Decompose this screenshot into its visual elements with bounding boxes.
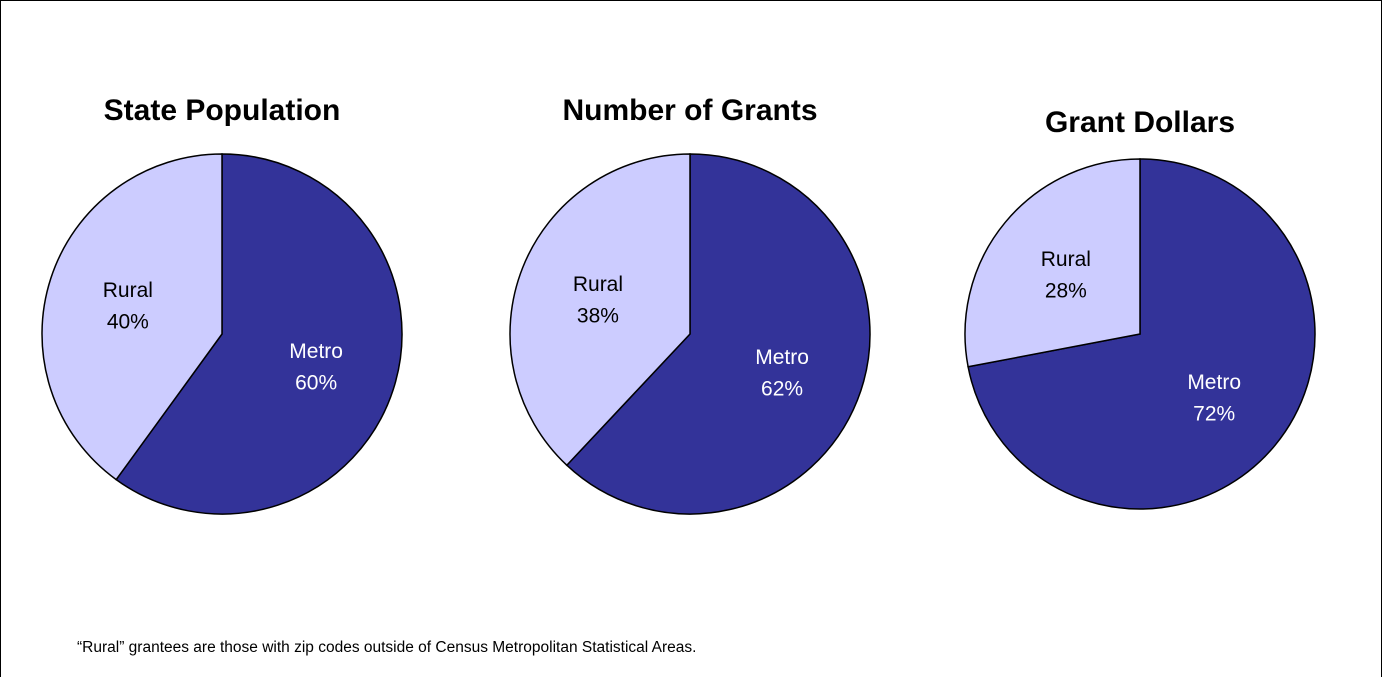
- slice-label: Rural 40%: [103, 278, 153, 333]
- slice-label: Rural 28%: [1041, 248, 1091, 303]
- slice-value: 62%: [761, 377, 803, 400]
- slice-label: Metro 60%: [289, 340, 343, 395]
- footnote: “Rural” grantees are those with zip code…: [77, 639, 696, 656]
- slice-value: 72%: [1193, 402, 1235, 425]
- slice-value: 38%: [577, 304, 619, 327]
- slice-label: Rural 38%: [573, 273, 623, 328]
- pie-slice: [115, 153, 403, 515]
- slice-category: Rural: [103, 278, 153, 301]
- chart-title: Number of Grants: [562, 94, 817, 127]
- pie-slice: [41, 153, 223, 481]
- chart-title: State Population: [104, 94, 341, 127]
- slice-value: 60%: [295, 371, 337, 394]
- slice-category: Metro: [755, 345, 809, 368]
- slice-label: Metro 62%: [755, 345, 809, 400]
- chart-title: Grant Dollars: [1045, 106, 1235, 139]
- slice-category: Rural: [1041, 248, 1091, 271]
- slice-category: Metro: [289, 340, 343, 363]
- slice-value: 40%: [107, 310, 149, 333]
- slice-category: Rural: [573, 273, 623, 296]
- pie-slice: [964, 158, 1141, 368]
- pie-slice: [967, 158, 1316, 510]
- pie-slice: [509, 153, 691, 467]
- pie-slice: [565, 153, 871, 515]
- slice-value: 28%: [1045, 279, 1087, 302]
- slice-category: Metro: [1187, 370, 1241, 393]
- slice-label: Metro 72%: [1187, 370, 1241, 425]
